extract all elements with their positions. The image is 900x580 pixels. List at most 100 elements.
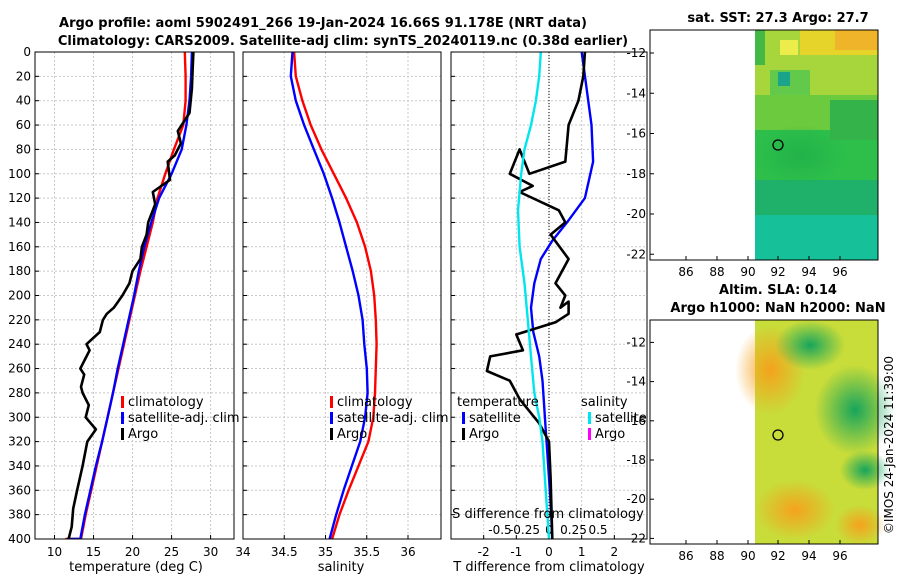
top-tick-label: -0.25 [509, 523, 540, 537]
map-y-tick-label: -12 [626, 46, 646, 60]
legend-label: satellite [595, 411, 647, 426]
map-y-tick-label: -16 [626, 127, 646, 141]
series-group [65, 52, 195, 539]
map-y-tick-label: -14 [626, 375, 646, 389]
depth-tick-label: 200 [8, 289, 31, 303]
series-group [289, 52, 378, 539]
depth-tick-label: 160 [8, 240, 31, 254]
map-x-tick-label: 94 [801, 265, 816, 279]
panel-frame [242, 51, 442, 540]
x-tick-label: 34 [235, 545, 250, 559]
depth-tick-label: 380 [8, 508, 31, 522]
difference-panel: -2 -1 0 1 2-0.5-0.25 0 0.25 0.5 [450, 51, 648, 559]
x-tick-label: 10 [47, 545, 62, 559]
depth-tick-label: 180 [8, 264, 31, 278]
depth-tick-label: 340 [8, 459, 31, 473]
imos-watermark: ©IMOS 24-Jan-2024 11:39:00 [882, 356, 896, 534]
legend-label: satellite [469, 411, 521, 426]
legend-label: satellite-adj. clim [337, 411, 449, 426]
figure-title-line1: Argo profile: aoml 5902491_266 19-Jan-20… [59, 16, 587, 31]
sst-field [755, 30, 878, 260]
depth-tick-label: 20 [16, 69, 31, 83]
depth-tick-label: 80 [16, 142, 31, 156]
legend-swatch-t-argo [462, 428, 465, 440]
difference-legend: temperature salinity satellite Argo sate… [457, 395, 647, 442]
salinity-xlabel: salinity [318, 560, 365, 575]
x-tick-label: -1 [510, 545, 522, 559]
top-tick-label: 0.25 [560, 523, 587, 537]
map-y-tick-label: -18 [626, 453, 646, 467]
map-y-tick-label: -22 [626, 531, 646, 545]
sst-map-ticks: 86 88 90 92 94 96 -12 -14 -16 -18 -20 -22 [626, 46, 847, 279]
depth-tick-label: 140 [8, 215, 31, 229]
legend-swatch-climatology [121, 396, 124, 408]
depth-tick-label: 320 [8, 435, 31, 449]
x-tick-label: 25 [164, 545, 179, 559]
top-tick-label: -0.5 [488, 523, 511, 537]
depth-tick-label: 280 [8, 386, 31, 400]
temperature-panel: 0 20 40 60 80 100 120 140 160 180 200 220 240 260 280 3… [8, 45, 235, 559]
legend-title-salinity: salinity [581, 395, 628, 410]
legend-label: Argo [469, 427, 499, 442]
map-x-tick-label: 86 [678, 265, 693, 279]
legend-swatch-argo [330, 428, 333, 440]
map-x-tick-label: 88 [709, 265, 724, 279]
x-tick-label: 0 [545, 545, 553, 559]
map-x-tick-label: 86 [678, 549, 693, 563]
depth-tick-label: 0 [23, 45, 31, 59]
sla-map-ticks: 86 88 90 92 94 96 -12 -14 -16 -18 -20 -22 [626, 335, 847, 563]
x-tick-label: 15 [86, 545, 101, 559]
depth-tick-label: 400 [8, 532, 31, 546]
sst-map-title: sat. SST: 27.3 Argo: 27.7 [687, 11, 868, 26]
series-line-t-satellite [529, 52, 595, 539]
legend-swatch-satellite [121, 412, 124, 424]
series-line-satellite-adj-clim [289, 52, 369, 539]
legend-label: satellite-adj. clim [128, 411, 240, 426]
series-line-argo [67, 52, 195, 539]
legend-title-temperature: temperature [457, 395, 539, 410]
depth-tick-label: 220 [8, 313, 31, 327]
map-x-tick-label: 90 [740, 549, 755, 563]
panel-frame [34, 51, 235, 540]
depth-tick-label: 240 [8, 337, 31, 351]
sst-map: sat. SST: 27.3 Argo: 27.7 86 88 90 92 94 96 -1… [626, 11, 879, 279]
temperature-xlabel: temperature (deg C) [69, 560, 203, 575]
series-line-s-satellite [516, 52, 551, 539]
salinity-panel: 34 34.5 35 35.5 36 [235, 51, 442, 559]
difference-top-label: S difference from climatology [452, 507, 644, 522]
top-tick-label: 0.5 [588, 523, 607, 537]
legend-label: climatology [337, 395, 413, 410]
map-y-tick-label: -22 [626, 247, 646, 261]
map-y-tick-label: -14 [626, 86, 646, 100]
difference-xlabel: T difference from climatology [452, 560, 645, 575]
map-x-tick-label: 90 [740, 265, 755, 279]
x-tick-label: 30 [203, 545, 218, 559]
sla-map: Altim. SLA: 0.14 Argo h1000: NaN h2000: … [626, 283, 895, 563]
depth-tick-label: 100 [8, 167, 31, 181]
depth-tick-label: 60 [16, 118, 31, 132]
legend-swatch-satellite [330, 412, 333, 424]
legend-label: Argo [337, 427, 367, 442]
legend-swatch-argo [121, 428, 124, 440]
x-tick-label: 20 [125, 545, 140, 559]
map-x-tick-label: 88 [709, 549, 724, 563]
sla-map-title-line1: Altim. SLA: 0.14 [719, 283, 837, 298]
sla-map-frame [649, 319, 879, 545]
x-tick-label: 2 [611, 545, 619, 559]
depth-tick-label: 300 [8, 410, 31, 424]
map-x-tick-label: 92 [770, 265, 785, 279]
panel-frame [450, 51, 648, 540]
map-x-tick-label: 94 [801, 549, 816, 563]
map-x-tick-label: 96 [832, 265, 847, 279]
x-tick-label: 36 [400, 545, 415, 559]
legend-swatch-t-satellite [462, 412, 465, 424]
legend-swatch-s-argo [588, 428, 591, 440]
x-tick-label: 35 [318, 545, 333, 559]
legend-label: Argo [595, 427, 625, 442]
x-tick-label: -2 [478, 545, 490, 559]
map-y-tick-label: -16 [626, 414, 646, 428]
sla-field [735, 320, 895, 545]
map-y-tick-label: -18 [626, 167, 646, 181]
depth-tick-label: 360 [8, 483, 31, 497]
